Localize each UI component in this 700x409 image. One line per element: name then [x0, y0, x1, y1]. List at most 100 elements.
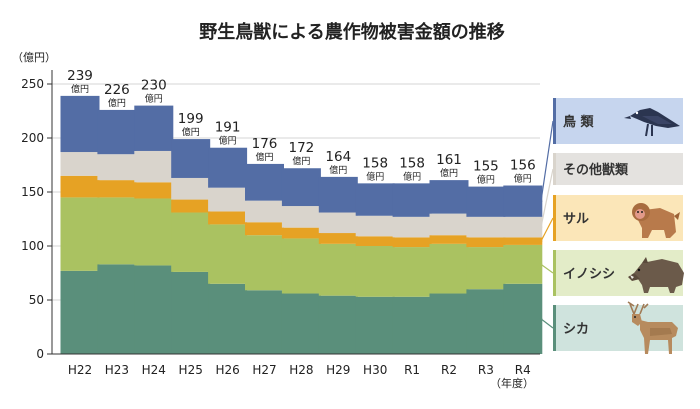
bar-segment-H25-イノシシ — [171, 212, 211, 272]
x-tick-label: H25 — [179, 363, 203, 377]
legend-accent-鳥類 — [553, 98, 556, 144]
bar-segment-R3-シカ — [466, 289, 506, 354]
y-tick-label: 250 — [21, 77, 44, 91]
bar-segment-R4-鳥類 — [503, 185, 543, 217]
x-tick-label: H28 — [289, 363, 313, 377]
monkey-icon — [632, 203, 680, 238]
chart-title: 野生鳥獣による農作物被害金額の推移 — [199, 21, 504, 43]
legend-connector-サル — [540, 217, 554, 242]
axes: 0 50 100 150 200 250 — [21, 70, 540, 361]
bar-segment-H29-鳥類 — [318, 176, 358, 213]
bar-segment-H30-鳥類 — [355, 183, 395, 216]
bar-segment-H24-シカ — [134, 265, 174, 354]
x-tick-label: H30 — [363, 363, 387, 377]
total-unit-H27: 億円 — [255, 151, 273, 163]
legend-connector-シカ — [539, 318, 554, 329]
x-tick-label: R2 — [441, 363, 457, 377]
bar-segment-H22-イノシシ — [60, 197, 100, 271]
bar-segment-R2-その他獣類 — [429, 213, 469, 236]
bar-segment-H26-鳥類 — [208, 147, 248, 188]
bar-segment-H24-その他獣類 — [134, 150, 174, 183]
bar-segment-R3-鳥類 — [466, 186, 506, 217]
total-unit-H30: 億円 — [366, 170, 384, 182]
total-label-R3: 155 — [473, 159, 499, 175]
bar-segment-H30-サル — [355, 236, 395, 246]
bar-segment-H27-シカ — [245, 290, 284, 354]
y-tick-label: 200 — [21, 131, 44, 145]
total-unit-H26: 億円 — [219, 135, 237, 147]
bar-segment-R3-サル — [466, 237, 506, 248]
bar-segment-R4-シカ — [503, 283, 543, 354]
bar-segment-H23-シカ — [97, 264, 137, 354]
bar-segment-R2-イノシシ — [429, 243, 469, 294]
bar-segment-H28-サル — [281, 227, 321, 239]
bar-segment-H30-その他獣類 — [355, 215, 395, 237]
bar-segment-H25-鳥類 — [171, 139, 211, 178]
bar-segment-H22-鳥類 — [60, 95, 100, 153]
bar-segment-R2-鳥類 — [429, 180, 469, 214]
bar-segment-H27-サル — [245, 222, 284, 236]
legend-accent-サル — [553, 195, 556, 241]
deer-icon — [627, 301, 678, 354]
bar-segment-H26-イノシシ — [208, 224, 248, 284]
bar-segment-H22-サル — [60, 175, 100, 198]
bar-segment-H24-サル — [134, 182, 174, 199]
x-tick-label: H24 — [142, 363, 166, 377]
bar-segment-H24-鳥類 — [134, 105, 174, 151]
total-unit-R3: 億円 — [477, 174, 495, 186]
bar-segment-H25-サル — [171, 199, 211, 213]
total-label-R4: 156 — [510, 158, 536, 174]
y-tick-label: 150 — [21, 185, 44, 199]
total-label-H29: 164 — [325, 149, 351, 165]
x-tick-label: H29 — [326, 363, 350, 377]
x-tick-label: H22 — [68, 363, 92, 377]
bar-segment-H26-サル — [208, 211, 248, 225]
legend-label-鳥類: 鳥 類 — [563, 114, 595, 130]
total-unit-R1: 億円 — [403, 170, 421, 182]
bar-segment-H27-鳥類 — [245, 163, 284, 201]
bar-segment-R4-その他獣類 — [503, 216, 543, 238]
bar-segment-H30-シカ — [355, 296, 395, 354]
legend-connectors — [539, 120, 554, 329]
total-label-H26: 191 — [215, 120, 241, 136]
bar-segment-H27-イノシシ — [245, 235, 284, 291]
bar-segment-R4-サル — [503, 237, 543, 245]
bar-segment-H28-シカ — [281, 293, 321, 354]
x-tick-label: R1 — [404, 363, 420, 377]
y-axis-label: （億円） — [12, 51, 56, 64]
bar-segment-H26-その他獣類 — [208, 187, 248, 212]
bar-segment-H24-イノシシ — [134, 198, 174, 266]
legend-label-サル: サル — [563, 212, 589, 227]
total-unit-H22: 億円 — [71, 83, 89, 95]
total-label-H24: 230 — [141, 78, 167, 94]
total-unit-H28: 億円 — [292, 155, 310, 167]
x-tick-label: R3 — [478, 363, 494, 377]
total-label-H27: 176 — [252, 136, 278, 152]
bar-segment-H23-イノシシ — [97, 197, 137, 265]
bar-segment-R1-その他獣類 — [392, 216, 432, 238]
bar-segment-H29-シカ — [318, 295, 358, 354]
total-unit-R2: 億円 — [440, 167, 458, 179]
bar-segment-H29-その他獣類 — [318, 212, 358, 234]
legend-label-その他獣類: その他獣類 — [563, 162, 629, 178]
bar-segment-H22-シカ — [60, 270, 100, 354]
bar-segment-H29-イノシシ — [318, 243, 358, 296]
crow-icon — [624, 108, 680, 137]
bar-segment-R4-イノシシ — [503, 244, 543, 284]
x-tick-label: H27 — [252, 363, 276, 377]
legend-label-シカ: シカ — [563, 322, 589, 337]
total-unit-H24: 億円 — [145, 93, 163, 105]
x-tick-label: H26 — [215, 363, 239, 377]
x-axis-label: （年度） — [490, 376, 534, 390]
bars — [60, 95, 543, 354]
y-tick-label: 100 — [21, 239, 44, 253]
bar-segment-R3-イノシシ — [466, 247, 506, 290]
total-label-H30: 158 — [362, 155, 388, 171]
bar-segment-R2-サル — [429, 235, 469, 244]
legend-connector-イノシシ — [539, 263, 554, 274]
bar-segment-H30-イノシシ — [355, 246, 395, 297]
total-label-H28: 172 — [289, 140, 315, 156]
legend-accent-その他獣類 — [553, 153, 556, 185]
